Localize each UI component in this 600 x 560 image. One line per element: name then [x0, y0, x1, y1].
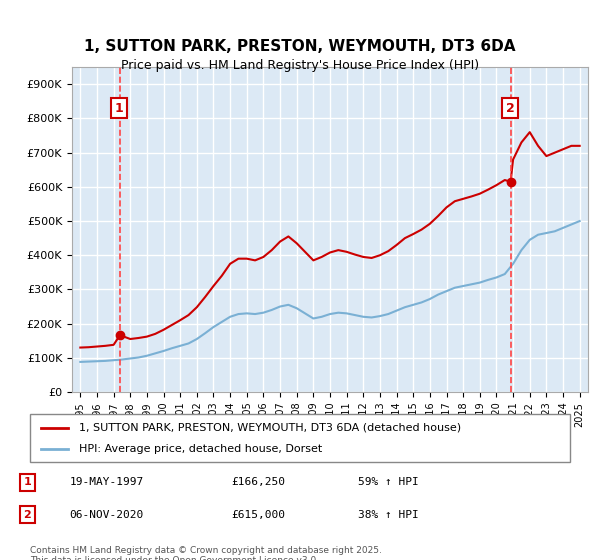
- Text: Price paid vs. HM Land Registry's House Price Index (HPI): Price paid vs. HM Land Registry's House …: [121, 59, 479, 72]
- Text: 59% ↑ HPI: 59% ↑ HPI: [358, 477, 418, 487]
- Text: £166,250: £166,250: [231, 477, 285, 487]
- Text: 1, SUTTON PARK, PRESTON, WEYMOUTH, DT3 6DA (detached house): 1, SUTTON PARK, PRESTON, WEYMOUTH, DT3 6…: [79, 423, 461, 433]
- FancyBboxPatch shape: [30, 414, 570, 462]
- Text: HPI: Average price, detached house, Dorset: HPI: Average price, detached house, Dors…: [79, 444, 322, 454]
- Text: 19-MAY-1997: 19-MAY-1997: [70, 477, 144, 487]
- Text: 2: 2: [23, 510, 31, 520]
- Text: 1, SUTTON PARK, PRESTON, WEYMOUTH, DT3 6DA: 1, SUTTON PARK, PRESTON, WEYMOUTH, DT3 6…: [84, 39, 516, 54]
- Text: 38% ↑ HPI: 38% ↑ HPI: [358, 510, 418, 520]
- Text: 06-NOV-2020: 06-NOV-2020: [70, 510, 144, 520]
- Text: 2: 2: [506, 102, 514, 115]
- Text: 1: 1: [23, 477, 31, 487]
- Text: £615,000: £615,000: [231, 510, 285, 520]
- Text: Contains HM Land Registry data © Crown copyright and database right 2025.
This d: Contains HM Land Registry data © Crown c…: [30, 546, 382, 560]
- Text: 1: 1: [115, 102, 124, 115]
